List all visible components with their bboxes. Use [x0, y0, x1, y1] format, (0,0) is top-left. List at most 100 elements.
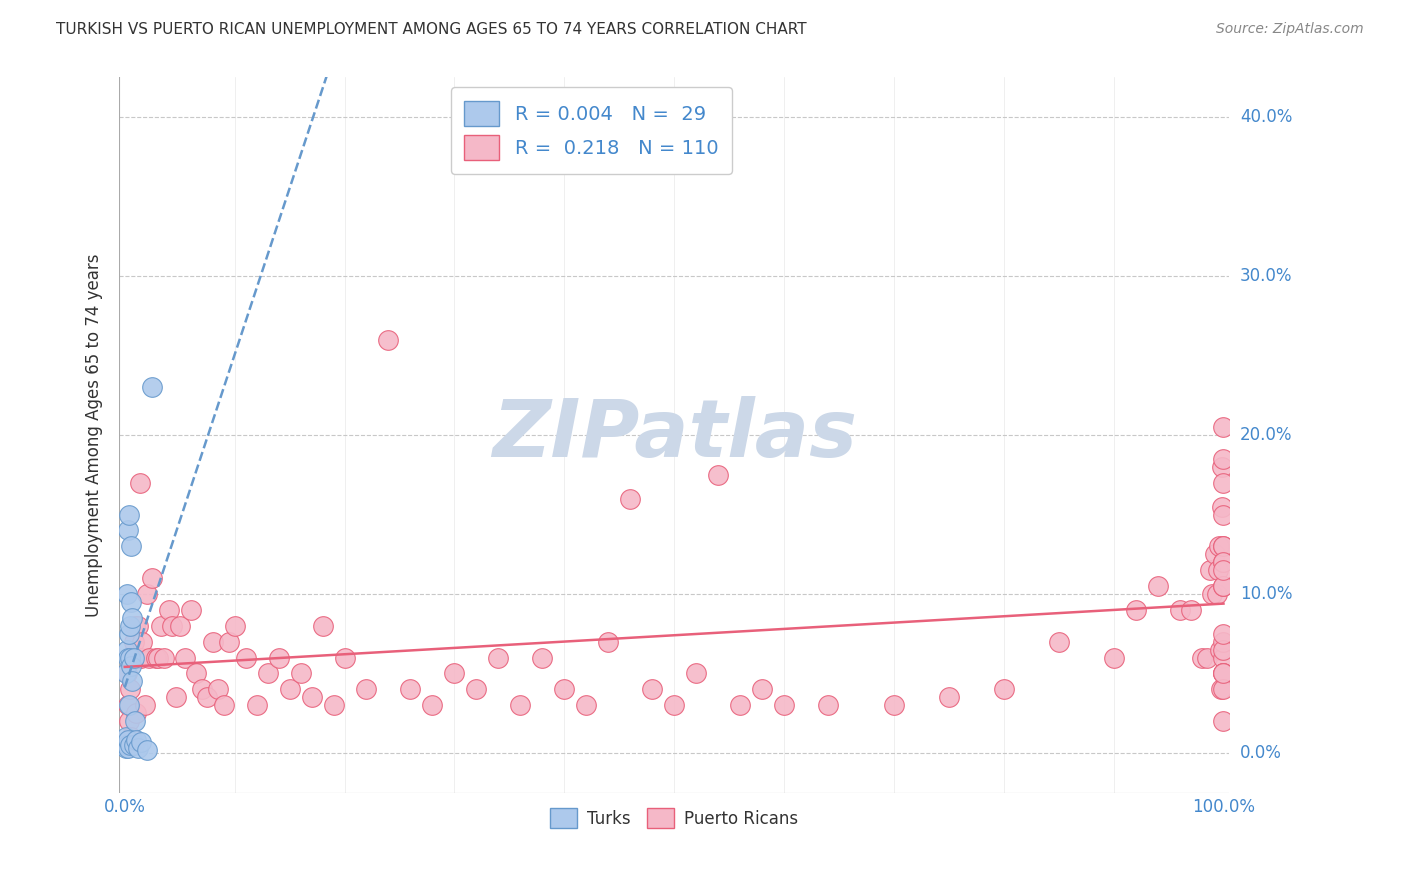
Point: [817, 698, 839, 713]
Point: [165, 690, 187, 705]
Point: [118, 626, 141, 640]
Point: [120, 682, 142, 697]
Point: [153, 650, 176, 665]
Point: [1146, 579, 1168, 593]
Point: [1212, 642, 1234, 657]
Legend: Turks, Puerto Ricans: Turks, Puerto Ricans: [544, 802, 804, 834]
Point: [224, 619, 246, 633]
Point: [728, 698, 751, 713]
Point: [115, 642, 138, 657]
Point: [553, 682, 575, 697]
Point: [146, 650, 169, 665]
Point: [465, 682, 488, 697]
Point: [1212, 555, 1234, 569]
Text: ZIPatlas: ZIPatlas: [492, 396, 856, 474]
Point: [115, 666, 138, 681]
Point: [117, 698, 139, 713]
Point: [1212, 666, 1234, 681]
Point: [1206, 563, 1229, 577]
Point: [1212, 666, 1234, 681]
Point: [117, 650, 139, 665]
Point: [1102, 650, 1125, 665]
Point: [120, 650, 142, 665]
Point: [531, 650, 554, 665]
Point: [121, 738, 143, 752]
Point: [160, 619, 183, 633]
Point: [246, 698, 269, 713]
Point: [129, 735, 152, 749]
Point: [218, 634, 240, 648]
Point: [128, 650, 150, 665]
Point: [180, 603, 202, 617]
Point: [1212, 579, 1234, 593]
Point: [122, 738, 145, 752]
Point: [509, 698, 531, 713]
Point: [685, 666, 707, 681]
Point: [129, 475, 152, 490]
Point: [118, 508, 141, 522]
Point: [115, 741, 138, 756]
Point: [662, 698, 685, 713]
Text: 40.0%: 40.0%: [1240, 108, 1292, 126]
Point: [118, 698, 141, 713]
Point: [1212, 539, 1234, 553]
Point: [120, 619, 142, 633]
Point: [120, 730, 142, 744]
Point: [1047, 634, 1070, 648]
Point: [121, 611, 143, 625]
Point: [201, 634, 224, 648]
Point: [883, 698, 905, 713]
Point: [575, 698, 598, 713]
Point: [1211, 500, 1233, 514]
Point: [120, 738, 142, 752]
Point: [1191, 650, 1213, 665]
Point: [267, 650, 290, 665]
Point: [212, 698, 235, 713]
Point: [422, 698, 444, 713]
Point: [256, 666, 278, 681]
Point: [115, 666, 138, 681]
Point: [125, 650, 148, 665]
Point: [1195, 650, 1218, 665]
Point: [1209, 642, 1232, 657]
Point: [117, 524, 139, 538]
Point: [1212, 634, 1234, 648]
Point: [773, 698, 796, 713]
Point: [138, 650, 160, 665]
Point: [115, 738, 138, 752]
Point: [129, 650, 152, 665]
Point: [169, 619, 191, 633]
Point: [157, 603, 180, 617]
Point: [131, 634, 153, 648]
Point: [1208, 539, 1230, 553]
Y-axis label: Unemployment Among Ages 65 to 74 years: Unemployment Among Ages 65 to 74 years: [86, 253, 103, 616]
Point: [141, 380, 163, 394]
Point: [145, 650, 167, 665]
Point: [134, 698, 156, 713]
Point: [619, 491, 641, 506]
Point: [121, 674, 143, 689]
Point: [1212, 475, 1234, 490]
Point: [124, 619, 146, 633]
Point: [322, 698, 344, 713]
Point: [117, 733, 139, 747]
Text: 0.0%: 0.0%: [1240, 744, 1282, 762]
Text: 20.0%: 20.0%: [1240, 426, 1292, 444]
Point: [125, 706, 148, 721]
Point: [1180, 603, 1202, 617]
Point: [125, 733, 148, 747]
Point: [195, 690, 218, 705]
Point: [120, 595, 142, 609]
Point: [486, 650, 509, 665]
Point: [1212, 451, 1234, 466]
Point: [751, 682, 773, 697]
Point: [1212, 650, 1234, 665]
Point: [122, 650, 145, 665]
Text: 30.0%: 30.0%: [1240, 267, 1292, 285]
Point: [993, 682, 1015, 697]
Point: [207, 682, 229, 697]
Point: [1168, 603, 1191, 617]
Point: [1211, 459, 1233, 474]
Point: [122, 634, 145, 648]
Point: [301, 690, 323, 705]
